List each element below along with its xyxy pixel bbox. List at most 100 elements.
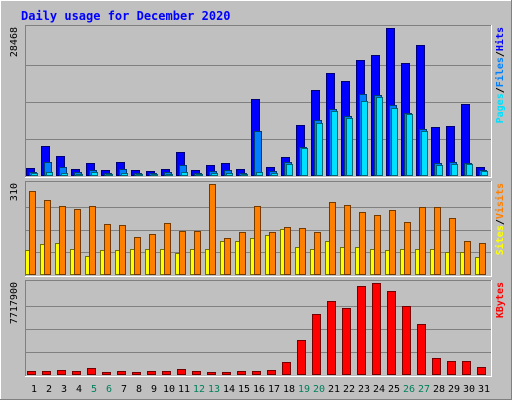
bar-sites-day-15 (235, 241, 240, 275)
bar-sites-day-23 (355, 247, 360, 275)
bar-kbytes-day-15 (237, 371, 246, 375)
bar-pages-day-21 (331, 111, 338, 176)
x-tick-label-day-14: 14 (223, 384, 235, 395)
bar-visits-day-21 (329, 202, 336, 275)
bar-kbytes-day-9 (147, 371, 156, 375)
bar-sites-day-13 (205, 249, 210, 275)
bar-kbytes-day-4 (72, 371, 81, 375)
bar-kbytes-day-24 (372, 283, 381, 375)
bar-visits-day-9 (149, 234, 156, 275)
bar-visits-day-30 (464, 241, 471, 275)
bar-sites-day-16 (250, 238, 255, 275)
bar-pages-day-7 (121, 173, 128, 176)
bar-visits-day-14 (224, 238, 231, 275)
bar-pages-day-12 (196, 174, 203, 176)
bar-sites-day-4 (70, 249, 75, 275)
x-tick-label-day-3: 3 (61, 384, 67, 395)
x-tick-label-day-4: 4 (76, 384, 82, 395)
bar-visits-day-26 (404, 222, 411, 275)
y-axis-max-label: 310 (9, 183, 20, 201)
bar-kbytes-day-22 (342, 308, 351, 375)
x-tick-label-day-6: 6 (106, 384, 112, 395)
bar-pages-day-20 (316, 123, 323, 176)
bar-visits-day-11 (179, 231, 186, 275)
x-tick-label-day-21: 21 (328, 384, 340, 395)
bar-pages-day-31 (481, 171, 488, 176)
bar-pages-day-16 (256, 172, 263, 176)
bar-visits-day-22 (344, 205, 351, 275)
bar-sites-day-17 (265, 235, 270, 275)
x-tick-label-day-16: 16 (253, 384, 265, 395)
bar-files-day-16 (254, 131, 262, 176)
bar-kbytes-day-13 (207, 372, 216, 375)
bar-pages-day-4 (76, 174, 83, 176)
chart-title: Daily usage for December 2020 (21, 9, 231, 23)
bar-visits-day-31 (479, 243, 486, 275)
bar-visits-day-12 (194, 231, 201, 275)
bar-visits-day-1 (29, 191, 36, 275)
panel-legend: KBytes (495, 282, 506, 318)
bar-kbytes-day-18 (282, 362, 291, 375)
bar-kbytes-day-5 (87, 368, 96, 375)
bar-visits-day-7 (119, 225, 126, 275)
bar-kbytes-day-27 (417, 324, 426, 375)
bar-visits-day-2 (44, 200, 51, 275)
bar-pages-day-15 (241, 174, 248, 176)
legend-separator: / (495, 51, 506, 57)
x-tick-label-day-1: 1 (31, 384, 37, 395)
legend-pages: Pages (495, 93, 506, 123)
bar-pages-day-13 (211, 173, 218, 176)
bar-visits-day-10 (164, 223, 171, 275)
bar-sites-day-31 (475, 257, 480, 275)
bar-sites-day-9 (145, 249, 150, 275)
bar-kbytes-day-29 (447, 361, 456, 375)
bar-kbytes-day-21 (327, 301, 336, 375)
bar-sites-day-20 (310, 249, 315, 275)
bar-pages-day-17 (271, 173, 278, 176)
bar-pages-day-1 (31, 173, 38, 176)
bar-kbytes-day-23 (357, 286, 366, 375)
panel-legend: Pages/Files/Hits (494, 27, 506, 123)
x-tick-label-day-23: 23 (358, 384, 370, 395)
bar-sites-day-3 (55, 243, 60, 275)
bar-kbytes-day-31 (477, 367, 486, 375)
legend-separator: / (495, 87, 506, 93)
bar-sites-day-8 (130, 249, 135, 275)
legend-separator: / (495, 219, 506, 225)
bar-kbytes-day-12 (192, 371, 201, 375)
bar-sites-day-28 (430, 249, 435, 275)
x-tick-label-day-18: 18 (283, 384, 295, 395)
x-tick-label-day-22: 22 (343, 384, 355, 395)
bar-sites-day-27 (415, 249, 420, 275)
bar-sites-day-12 (190, 249, 195, 275)
y-axis-max-label: 28468 (9, 27, 20, 57)
bar-visits-day-5 (89, 206, 96, 275)
x-tick-label-day-10: 10 (163, 384, 175, 395)
bar-visits-day-29 (449, 218, 456, 275)
x-tick-label-day-15: 15 (238, 384, 250, 395)
x-tick-label-day-11: 11 (178, 384, 190, 395)
bar-kbytes-day-1 (27, 371, 36, 375)
bar-sites-day-22 (340, 247, 345, 275)
x-tick-label-day-27: 27 (418, 384, 430, 395)
bar-sites-day-14 (220, 241, 225, 275)
bar-visits-day-23 (359, 212, 366, 275)
legend-sites: Sites (494, 225, 506, 255)
bar-sites-day-2 (40, 244, 45, 275)
bar-kbytes-day-11 (177, 369, 186, 375)
bar-kbytes-day-20 (312, 314, 321, 375)
bar-kbytes-day-28 (432, 358, 441, 375)
bar-pages-day-24 (376, 97, 383, 176)
panel-frame (25, 280, 492, 377)
bar-pages-day-19 (301, 148, 308, 176)
bar-pages-day-6 (106, 174, 113, 176)
bar-visits-day-18 (284, 227, 291, 275)
panel-hits-files-pages: 28468 Pages/Files/Hits (9, 25, 506, 178)
x-tick-label-day-19: 19 (298, 384, 310, 395)
bar-visits-day-27 (419, 207, 426, 275)
bar-pages-day-8 (136, 174, 143, 176)
bar-kbytes-day-25 (387, 291, 396, 375)
bar-sites-day-25 (385, 250, 390, 275)
bar-sites-day-19 (295, 247, 300, 275)
